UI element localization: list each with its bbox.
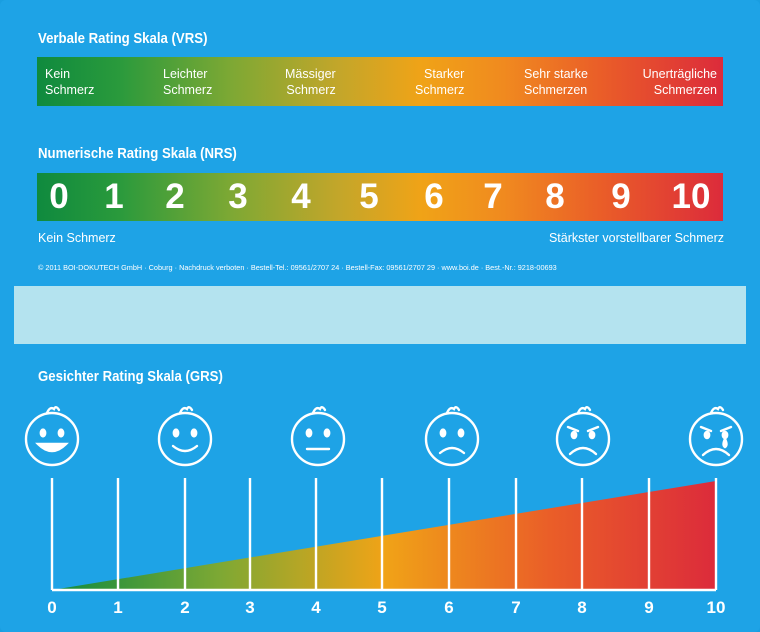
vrs-label-line1: Unerträgliche: [642, 67, 717, 81]
grs-number: 1: [113, 598, 123, 617]
grs-wedge: [52, 481, 716, 590]
nrs-number: 1: [104, 177, 124, 216]
nrs-number: 0: [49, 177, 69, 216]
vrs-label-light: Leichter Schmerz: [163, 66, 212, 98]
vrs-label-moderate: Mässiger Schmerz: [285, 66, 336, 98]
nrs-number: 6: [424, 177, 444, 216]
copyright-line: © 2011 BOI-DOKUTECH GmbH · Coburg · Nach…: [38, 263, 557, 272]
nrs-title: Numerische Rating Skala (NRS): [38, 145, 237, 162]
vrs-label-unbearable: Unerträgliche Schmerzen: [643, 66, 717, 98]
vrs-label-line1: Kein: [45, 67, 71, 81]
vrs-label-line1: Mässiger: [285, 67, 336, 81]
vrs-label-none: Kein Schmerz: [45, 66, 94, 98]
very-sad-face-icon: [554, 402, 612, 468]
nrs-number: 2: [165, 177, 185, 216]
vrs-label-line1: Leichter: [163, 67, 208, 81]
nrs-number: 3: [228, 177, 248, 216]
happy-face-icon: [23, 402, 81, 468]
neutral-face-icon: [289, 402, 347, 468]
nrs-number: 4: [291, 177, 311, 216]
strip-window: [14, 286, 746, 344]
grs-number: 6: [444, 598, 454, 617]
nrs-number: 5: [359, 177, 379, 216]
grs-number: 5: [377, 598, 387, 617]
vrs-label-very-strong: Sehr starke Schmerzen: [524, 66, 588, 98]
nrs-number: 7: [483, 177, 503, 216]
grs-number: 3: [245, 598, 255, 617]
vrs-label-line1: Sehr starke: [524, 67, 588, 81]
vrs-title: Verbale Rating Skala (VRS): [38, 30, 208, 47]
grs-title: Gesichter Rating Skala (GRS): [38, 368, 223, 385]
grs-number: 2: [180, 598, 190, 617]
grs-number: 4: [311, 598, 321, 617]
vrs-label-line2: Schmerz: [45, 83, 95, 97]
vrs-label-line2: Schmerzen: [653, 83, 717, 97]
grs-number: 10: [706, 598, 726, 617]
grs-number: 8: [577, 598, 587, 617]
vrs-label-line1: Starker: [424, 67, 465, 81]
nrs-number: 10: [671, 177, 711, 216]
nrs-number: 9: [611, 177, 631, 216]
crying-face-icon: [687, 402, 745, 468]
grs-number: 9: [644, 598, 654, 617]
vrs-bar: Kein Schmerz Leichter Schmerz Mässiger S…: [37, 57, 723, 106]
grs-number: 0: [47, 598, 57, 617]
grs-scale: [50, 478, 718, 592]
sad-face-icon: [423, 402, 481, 468]
nrs-right-caption: Stärkster vorstellbarer Schmerz: [548, 231, 724, 245]
grs-number: 7: [511, 598, 521, 617]
vrs-label-line2: Schmerz: [163, 83, 213, 97]
smiling-face-icon: [156, 402, 214, 468]
nrs-left-caption: Kein Schmerz: [38, 231, 116, 245]
vrs-label-strong: Starker Schmerz: [415, 66, 464, 98]
vrs-label-line2: Schmerzen: [524, 83, 588, 97]
nrs-bar: 0 1 2 3 4 5 6 7 8 9 10: [37, 173, 723, 221]
vrs-label-line2: Schmerz: [415, 83, 465, 97]
top-card: [0, 0, 760, 282]
vrs-label-line2: Schmerz: [286, 83, 336, 97]
nrs-number: 8: [545, 177, 565, 216]
